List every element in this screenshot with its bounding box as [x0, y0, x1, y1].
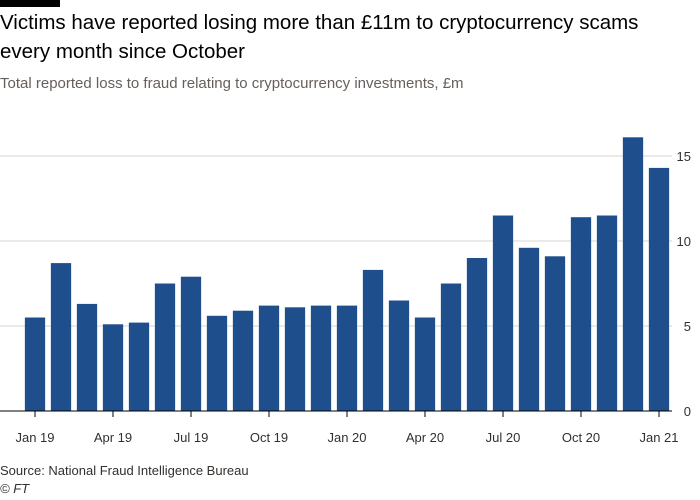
accent-bar: [0, 0, 60, 7]
bar-jul-20: [492, 215, 514, 411]
x-tick-label: Jul 19: [174, 430, 209, 445]
x-tick-label: Jan 21: [639, 430, 678, 445]
bar-feb-19: [50, 263, 72, 411]
bar-dec-20: [622, 137, 644, 412]
x-tick-label: Oct 19: [250, 430, 288, 445]
bar-may-20: [440, 283, 462, 411]
bar-feb-20: [362, 269, 384, 411]
x-tick-label: Oct 20: [562, 430, 600, 445]
bar-jun-19: [154, 283, 176, 411]
bar-nov-19: [284, 307, 306, 411]
bar-aug-19: [206, 315, 228, 411]
chart-subtitle: Total reported loss to fraud relating to…: [0, 75, 464, 92]
x-tick-label: Apr 20: [406, 430, 444, 445]
bar-oct-19: [258, 305, 280, 411]
ft-credit: © FT: [0, 481, 30, 496]
y-tick-label: 0: [684, 404, 691, 419]
y-tick-label: 5: [684, 319, 691, 334]
bar-jan-19: [24, 317, 46, 411]
bar-sep-20: [544, 256, 566, 411]
y-tick-label: 15: [677, 149, 691, 164]
x-tick-label: Apr 19: [94, 430, 132, 445]
bar-mar-20: [388, 300, 410, 411]
x-tick-label: Jul 20: [486, 430, 521, 445]
y-tick-label: 10: [677, 234, 691, 249]
bar-jan-20: [336, 305, 358, 411]
bar-may-19: [128, 322, 150, 411]
bar-oct-20: [570, 217, 592, 411]
chart-title: Victims have reported losing more than £…: [0, 11, 639, 63]
bar-nov-20: [596, 215, 618, 411]
x-tick-label: Jan 20: [327, 430, 366, 445]
x-tick-label: Jan 19: [15, 430, 54, 445]
bar-apr-19: [102, 324, 124, 411]
bar-aug-20: [518, 247, 540, 411]
bar-apr-20: [414, 317, 436, 411]
bar-chart: 0 5 10 15 Jan 19 Apr 19 Jul 19 Oct 19 Jan 20 Apr …: [0, 137, 691, 445]
bar-jun-20: [466, 258, 488, 411]
bar-jan-21: [648, 167, 670, 411]
bar-dec-19: [310, 305, 332, 411]
bar-jul-19: [180, 276, 202, 411]
bar-mar-19: [76, 303, 98, 411]
bar-sep-19: [232, 310, 254, 411]
source-note: Source: National Fraud Intelligence Bure…: [0, 463, 249, 478]
